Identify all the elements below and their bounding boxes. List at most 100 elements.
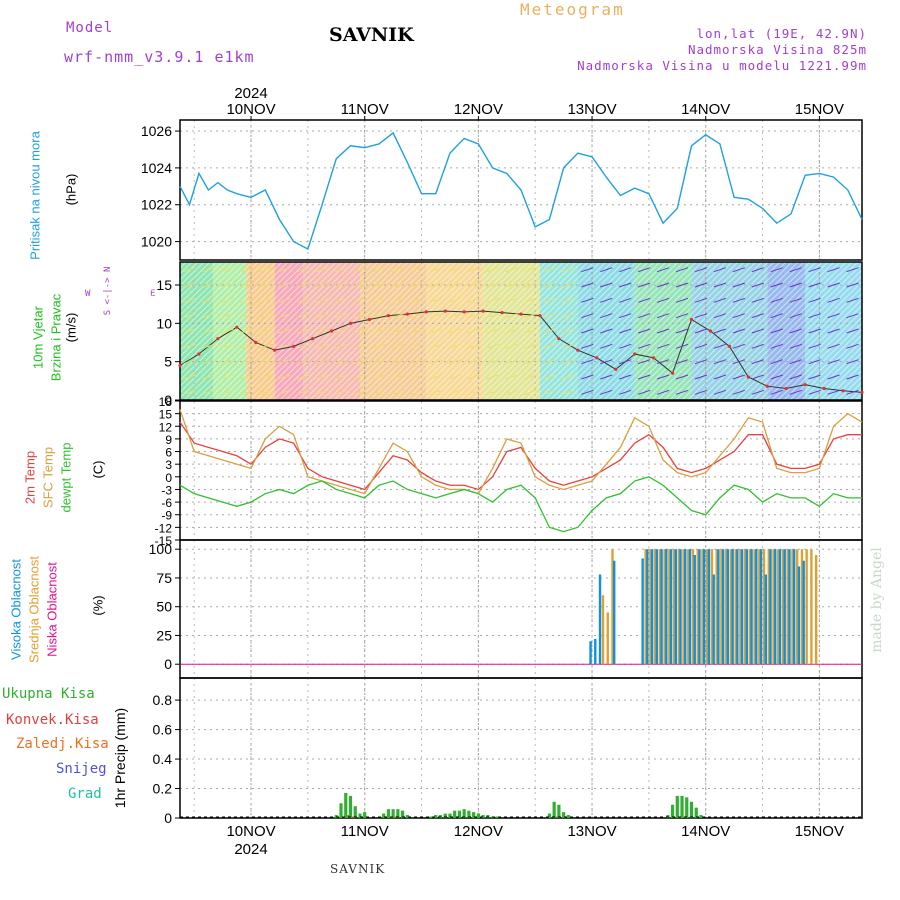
cloud-bar bbox=[703, 549, 706, 665]
tick-label: 0.2 bbox=[153, 781, 173, 797]
wind-arrow bbox=[391, 343, 405, 349]
wind-arrow bbox=[751, 267, 764, 273]
wind-arrow bbox=[486, 343, 499, 349]
wind-arrow bbox=[675, 374, 689, 380]
wind-arrow bbox=[429, 282, 442, 288]
wind-arrow bbox=[372, 374, 386, 380]
wind-arrow bbox=[562, 343, 575, 349]
wind-speed-point bbox=[386, 314, 390, 318]
wind-arrow bbox=[789, 313, 802, 319]
wind-speed-point bbox=[311, 337, 315, 341]
precip-bar bbox=[675, 795, 679, 818]
wind-speed-point bbox=[405, 312, 409, 316]
cloud-bar bbox=[684, 549, 687, 665]
wind-compass-w: W bbox=[85, 289, 91, 299]
wind-speed-point bbox=[235, 325, 239, 329]
wind-arrow bbox=[315, 313, 329, 319]
wind-arrow bbox=[372, 313, 386, 319]
wind-arrow bbox=[505, 297, 518, 303]
cloud-bar bbox=[774, 549, 777, 665]
wind-arrow bbox=[259, 297, 272, 303]
tick-label: 1020 bbox=[141, 234, 172, 250]
cloud-bar bbox=[759, 549, 763, 665]
wind-arrow bbox=[808, 297, 821, 303]
wind-arrow bbox=[675, 267, 689, 273]
tick-label: -6 bbox=[161, 496, 172, 510]
wind-arrow bbox=[240, 267, 253, 273]
wind-arrow bbox=[751, 389, 764, 395]
wind-arrow bbox=[410, 297, 423, 303]
wind-arrow bbox=[846, 343, 859, 349]
cloud-bar bbox=[717, 549, 720, 665]
wind-arrow bbox=[429, 374, 442, 380]
wind-arrow bbox=[240, 374, 253, 380]
precip-bar bbox=[562, 812, 566, 818]
wind-arrow bbox=[296, 343, 310, 349]
wind-hatch-line bbox=[51, 261, 193, 401]
wind-arrow bbox=[770, 282, 783, 288]
precip-bar bbox=[557, 804, 561, 818]
wind-arrow bbox=[353, 297, 367, 303]
wind-arrow bbox=[467, 343, 480, 349]
wind-arrow bbox=[296, 313, 310, 319]
wind-arrow bbox=[429, 343, 442, 349]
wind-arrow bbox=[334, 267, 348, 273]
wind-arrow bbox=[315, 343, 329, 349]
wind-arrow bbox=[353, 374, 367, 380]
wind-arrow bbox=[637, 343, 651, 349]
wind-arrow bbox=[448, 359, 461, 365]
wind-arrow bbox=[619, 374, 632, 380]
wind-arrow bbox=[619, 389, 632, 395]
wind-arrow bbox=[315, 328, 329, 334]
cloud-bar bbox=[710, 549, 714, 665]
precip-bar bbox=[694, 807, 698, 818]
cloud-bar bbox=[814, 554, 818, 665]
wind-arrow bbox=[846, 313, 859, 319]
wind-arrow bbox=[240, 343, 253, 349]
wind-hatch-line bbox=[777, 278, 900, 401]
wind-arrow bbox=[259, 389, 272, 395]
cloud-bar bbox=[668, 549, 671, 665]
wind-arrow bbox=[751, 313, 764, 319]
wind-arrow bbox=[713, 328, 727, 334]
wind-arrow bbox=[581, 359, 594, 365]
legend-conv-rain: Konvek.Kisa bbox=[6, 712, 99, 728]
wind-arrow bbox=[448, 297, 461, 303]
wind-arrow bbox=[656, 359, 670, 365]
wind-arrow bbox=[391, 313, 405, 319]
wind-arrow bbox=[713, 359, 727, 365]
precip-bar bbox=[481, 815, 485, 818]
wind-arrow bbox=[505, 343, 518, 349]
wind-arrow bbox=[619, 359, 632, 365]
wind-arrow bbox=[637, 374, 651, 380]
wind-arrow bbox=[600, 389, 613, 395]
wind-arrow bbox=[713, 297, 727, 303]
wind-arrow bbox=[334, 313, 348, 319]
wind-arrow bbox=[656, 313, 670, 319]
wind-arrow bbox=[827, 313, 840, 319]
precip-bar bbox=[339, 803, 343, 818]
wind-arrow bbox=[808, 389, 821, 395]
cloud-bar bbox=[641, 558, 644, 665]
wind-arrow bbox=[619, 313, 632, 319]
wind-arrow bbox=[808, 374, 821, 380]
wind-arrow bbox=[562, 282, 575, 288]
day-label-top: 15NOV bbox=[795, 101, 844, 118]
wind-arrow bbox=[410, 343, 423, 349]
wind-arrow bbox=[675, 282, 689, 288]
model-altitude-text: Nadmorska Visina u modelu 1221.99m bbox=[577, 58, 867, 73]
wind-arrow bbox=[619, 267, 632, 273]
wind-hatch-line bbox=[45, 261, 187, 401]
wind-arrow bbox=[732, 359, 746, 365]
wind-speed-point bbox=[443, 309, 447, 313]
cloud-bar bbox=[594, 638, 597, 665]
wind-arrow bbox=[637, 282, 651, 288]
wind-arrow bbox=[543, 313, 556, 319]
wind-hatch-line bbox=[831, 332, 900, 401]
wind-arrow bbox=[183, 297, 196, 303]
wind-arrow bbox=[486, 359, 499, 365]
wind-arrow bbox=[448, 389, 461, 395]
precip-bar bbox=[453, 810, 457, 818]
cloud-bar bbox=[650, 549, 654, 665]
